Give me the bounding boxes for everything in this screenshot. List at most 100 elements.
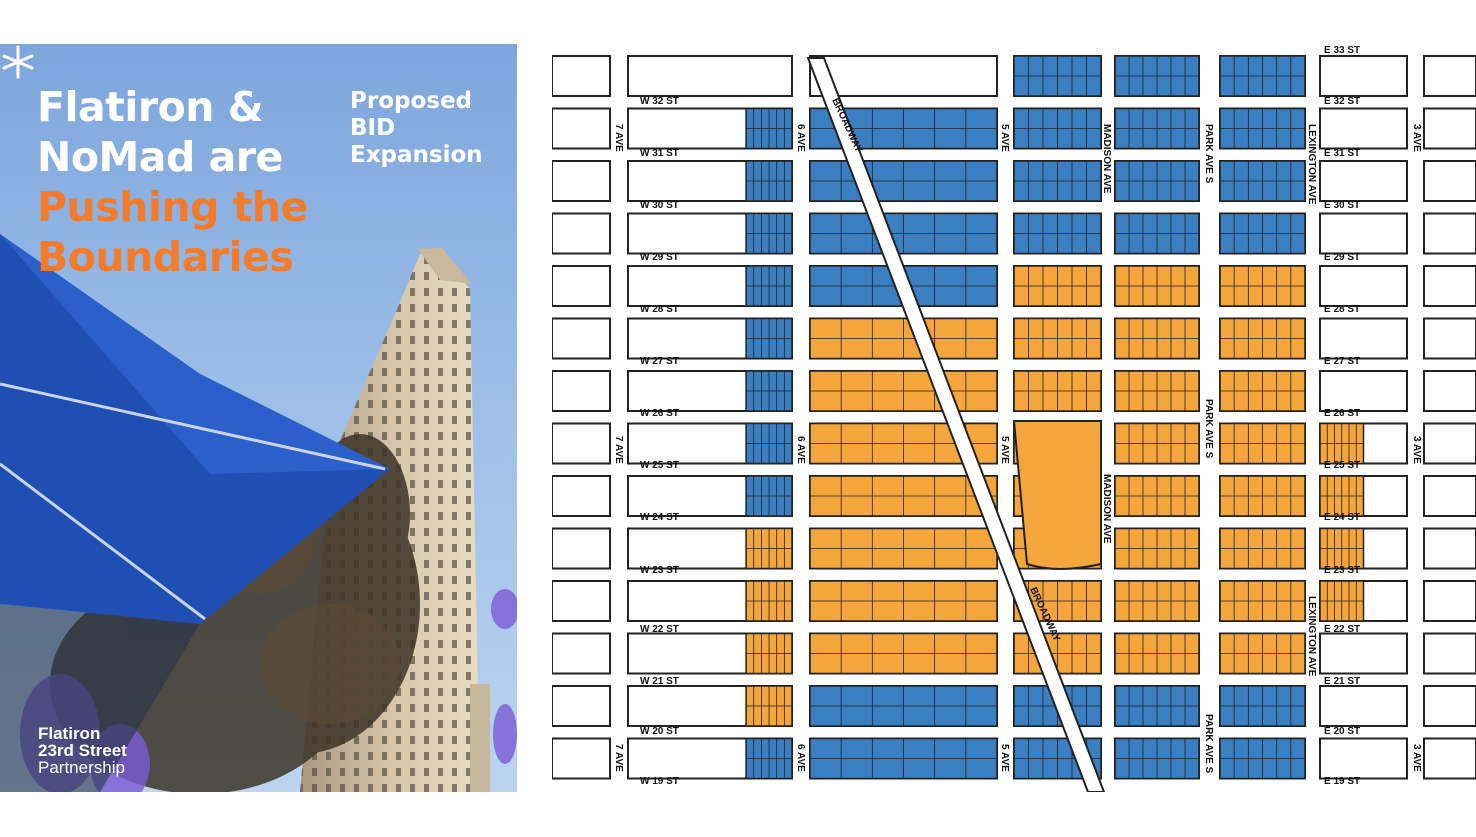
map-block <box>1423 370 1476 412</box>
west-street-label: W 32 ST <box>640 96 679 107</box>
fifth-ave-label: 5 AVE <box>999 124 1010 152</box>
broadway-street <box>806 57 1106 792</box>
poster-subtitle-line-3: Expansion <box>350 142 483 168</box>
east-street-label: E 32 ST <box>1324 96 1360 107</box>
map-block <box>552 370 611 412</box>
map-block <box>552 265 611 307</box>
third-ave-label: 3 AVE <box>1411 436 1422 464</box>
east-street-label: E 25 ST <box>1324 460 1360 471</box>
map-block <box>1319 212 1408 255</box>
map-block <box>1423 55 1476 97</box>
poster-title-line-1: Flatiron & <box>37 83 264 131</box>
map-block <box>552 107 611 150</box>
sixth-ave-label: 6 AVE <box>795 436 806 464</box>
west-street-label: W 26 ST <box>640 408 679 419</box>
bid-expansion-map: W 32 ST W 31 ST W 30 ST W 29 ST W 28 ST W 27 … <box>552 44 1476 792</box>
east-street-label: E 21 ST <box>1324 676 1360 687</box>
east-street-label: E 33 ST <box>1324 45 1360 56</box>
map-block <box>552 475 611 517</box>
west-street-label: W 28 ST <box>640 304 679 315</box>
map-block <box>1319 737 1408 780</box>
sixth-ave-label: 6 AVE <box>795 744 806 772</box>
poster-subtitle-line-1: Proposed <box>350 88 473 114</box>
map-block <box>1423 160 1476 202</box>
west-street-label: W 30 ST <box>640 200 679 211</box>
east-street-label: E 28 ST <box>1324 304 1360 315</box>
west-street-label: W 20 ST <box>640 726 679 737</box>
map-block <box>552 737 611 780</box>
logo-text-line-3: Partnership <box>38 758 125 777</box>
map-block <box>1423 580 1476 622</box>
third-ave-label: 3 AVE <box>1411 124 1422 152</box>
poster-panel: Flatiron & NoMad are Pushing the Boundar… <box>0 44 517 792</box>
east-street-label: E 31 ST <box>1324 148 1360 159</box>
map-block <box>1423 212 1476 255</box>
east-street-label: E 30 ST <box>1324 200 1360 211</box>
park-ave-label: PARK AVE S <box>1203 399 1214 459</box>
poster-title-line-3: Pushing the <box>37 183 308 231</box>
west-street-label: W 21 ST <box>640 676 679 687</box>
map-block <box>1423 527 1476 570</box>
map-block <box>1423 265 1476 307</box>
map-block <box>552 422 611 465</box>
map-block <box>1319 107 1408 150</box>
lexington-ave-label: LEXINGTON AVE <box>1306 596 1317 677</box>
west-street-label: W 31 ST <box>640 148 679 159</box>
map-block <box>1423 685 1476 727</box>
map-block <box>1319 160 1408 202</box>
street-grid-map: W 32 ST W 31 ST W 30 ST W 29 ST W 28 ST W 27 … <box>552 45 1476 792</box>
east-street-label: E 26 ST <box>1324 408 1360 419</box>
west-street-label: W 25 ST <box>640 460 679 471</box>
east-street-label: E 27 ST <box>1324 356 1360 367</box>
map-block <box>552 317 611 360</box>
map-block <box>552 212 611 255</box>
logo-text-line-2: 23rd Street <box>38 741 127 760</box>
east-street-label: E 24 ST <box>1324 512 1360 523</box>
map-block <box>552 580 611 622</box>
map-block <box>1423 422 1476 465</box>
west-street-label: W 23 ST <box>640 565 679 576</box>
flatiron-photo <box>0 44 517 792</box>
map-block <box>552 685 611 727</box>
west-street-label: W 27 ST <box>640 356 679 367</box>
map-block <box>1423 632 1476 675</box>
map-block <box>552 160 611 202</box>
map-block <box>1423 107 1476 150</box>
sixth-ave-label: 6 AVE <box>795 124 806 152</box>
west-street-label: W 29 ST <box>640 252 679 263</box>
west-street-label: W 24 ST <box>640 512 679 523</box>
park-ave-label: PARK AVE S <box>1203 714 1214 774</box>
third-ave-label: 3 AVE <box>1411 744 1422 772</box>
east-street-label: E 20 ST <box>1324 726 1360 737</box>
logo-text-line-1: Flatiron <box>38 724 101 743</box>
east-street-label: E 22 ST <box>1324 624 1360 635</box>
map-block <box>1319 632 1408 675</box>
map-block <box>627 55 793 97</box>
fifth-ave-label: 5 AVE <box>999 436 1010 464</box>
seventh-ave-label: 7 AVE <box>613 124 624 152</box>
madison-square-park <box>1012 420 1102 570</box>
east-street-label: E 23 ST <box>1324 565 1360 576</box>
lexington-ave-label: LEXINGTON AVE <box>1306 124 1317 205</box>
poster-title-line-4: Boundaries <box>37 233 294 281</box>
map-block <box>1319 265 1408 307</box>
map-block <box>552 527 611 570</box>
map-block <box>1423 475 1476 517</box>
madison-ave-label: MADISON AVE <box>1101 124 1112 194</box>
fifth-ave-label: 5 AVE <box>999 744 1010 772</box>
map-block <box>1319 370 1408 412</box>
map-blocks <box>552 55 1476 780</box>
west-street-label: W 22 ST <box>640 624 679 635</box>
map-block <box>1319 55 1408 97</box>
map-block <box>1423 737 1476 780</box>
map-block <box>1423 317 1476 360</box>
map-block <box>552 55 611 97</box>
poster-title-line-2: NoMad are <box>37 133 283 181</box>
map-block <box>1319 317 1408 360</box>
east-street-label: E 19 ST <box>1324 776 1360 787</box>
seventh-ave-label: 7 AVE <box>613 436 624 464</box>
poster-subtitle-line-2: BID <box>350 115 396 141</box>
map-block <box>809 55 998 97</box>
west-street-label: W 19 ST <box>640 776 679 787</box>
map-block <box>552 632 611 675</box>
